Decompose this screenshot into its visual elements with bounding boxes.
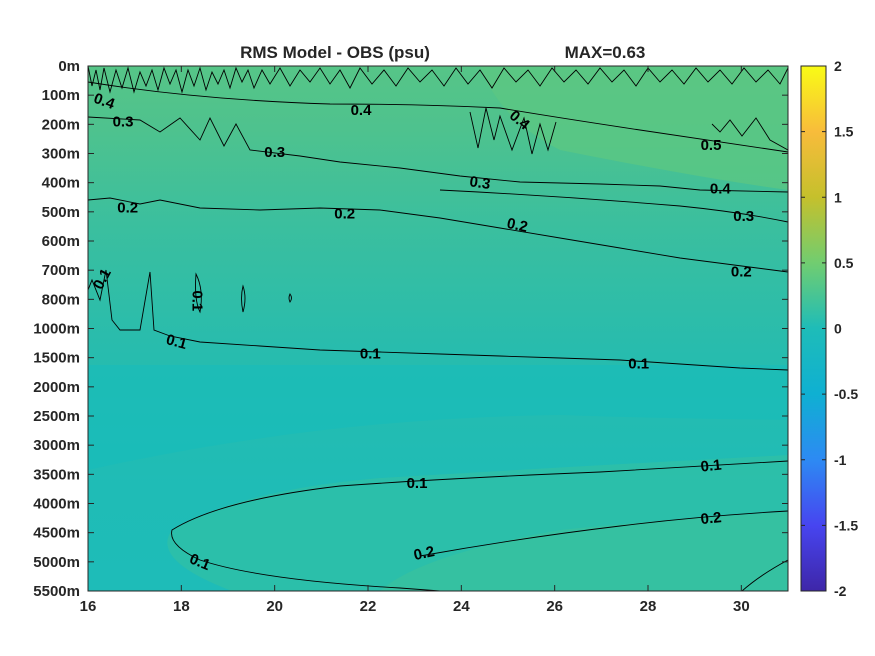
y-tick-label: 3000m	[33, 437, 80, 454]
y-axis: 0m 100m 200m 300m 400m 500m 600m 700m 800m 1000m 1…	[33, 58, 788, 600]
contour-0.2-upper	[88, 197, 788, 273]
contour-label: 0.2	[117, 199, 138, 216]
max-value-label: MAX=0.63	[565, 43, 646, 62]
y-tick-label: 2000m	[33, 379, 80, 396]
contour-0.5-closed	[711, 117, 788, 151]
colorbar-tick-label: 0	[834, 321, 842, 337]
colorbar-tick-label: 2	[834, 58, 842, 74]
y-tick-label: 100m	[42, 87, 80, 104]
chart-title: RMS Model - OBS (psu)	[240, 43, 430, 62]
y-tick-label: 5000m	[33, 554, 80, 571]
y-tick-label: 700m	[42, 262, 80, 279]
x-tick-label: 24	[453, 598, 470, 615]
contour-0.2-deep	[419, 510, 788, 557]
deep-core-patch	[380, 512, 788, 591]
contour-label: 0.3	[468, 173, 491, 193]
y-tick-label: 600m	[42, 233, 80, 250]
contour-label: 0.4	[91, 90, 117, 113]
plot-area: 0.40.30.4 0.40.30.30.50.40.30.2 0.20.20.20…	[88, 66, 788, 591]
colorbar-tick-label: -0.5	[834, 386, 858, 402]
y-tick-label: 500m	[42, 204, 80, 221]
x-tick-label: 18	[173, 598, 190, 615]
contour-top-jagged	[88, 66, 788, 94]
contour-0.1-island-c	[288, 293, 292, 303]
contour-label: 0.1	[700, 457, 723, 476]
deep-low-band	[88, 365, 788, 470]
y-tick-label: 0m	[58, 58, 80, 75]
x-tick-label: 30	[733, 598, 750, 615]
contour-corner	[741, 559, 788, 591]
contour-0.3-upper	[88, 116, 788, 193]
contour-0.1-island-b	[241, 284, 246, 313]
contour-label: 0.1	[189, 290, 206, 311]
colorbar-tick-label: 1.5	[834, 124, 854, 140]
contour-label: 0.3	[733, 208, 754, 225]
contour-label: 0.1	[628, 356, 649, 373]
y-tick-label: 1500m	[33, 350, 80, 367]
x-tick-label: 20	[266, 598, 283, 615]
contour-label: 0.2	[412, 543, 436, 564]
y-tick-label: 4000m	[33, 496, 80, 513]
x-tick-label: 16	[80, 598, 97, 615]
contour-lines	[88, 66, 788, 591]
contour-label: 0.2	[334, 205, 355, 222]
y-tick-label: 800m	[42, 291, 80, 308]
contour-label: 0.4	[351, 102, 373, 119]
contour-0.4-upper	[88, 81, 788, 153]
y-tick-label: 1000m	[33, 321, 80, 338]
y-tick-label: 2500m	[33, 408, 80, 425]
contour-label: 0.1	[187, 551, 213, 575]
x-tick-label: 26	[546, 598, 563, 615]
x-tick-label: 22	[360, 598, 377, 615]
contour-0.3-lower	[439, 189, 788, 223]
contour-label: 0.2	[505, 215, 529, 236]
contour-label: 0.2	[700, 509, 723, 528]
contour-label: 0.4	[710, 181, 732, 198]
contour-label: 0.1	[360, 345, 381, 362]
x-axis: 16 18 20 22 24 26 28 30	[80, 66, 750, 615]
colorbar-tick-label: -1	[834, 452, 847, 468]
contour-labels: 0.40.30.4 0.40.30.30.50.40.30.2 0.20.20.20…	[90, 90, 754, 574]
colorbar	[800, 65, 827, 592]
colorbar-tick-label: 1	[834, 189, 842, 205]
y-tick-label: 300m	[42, 146, 80, 163]
y-tick-label: 3500m	[33, 466, 80, 483]
contour-jagged-mid	[469, 107, 557, 155]
contour-label: 0.3	[264, 144, 285, 161]
contour-0.1-island-a	[195, 272, 202, 314]
y-tick-label: 400m	[42, 175, 80, 192]
contour-0.1-deep	[171, 460, 788, 591]
y-tick-label: 200m	[42, 116, 80, 133]
upper-right-high-patch	[480, 66, 788, 190]
y-tick-label: 4500m	[33, 525, 80, 542]
contour-0.1-left	[88, 269, 788, 371]
contour-label: 0.5	[701, 137, 722, 154]
x-tick-label: 28	[640, 598, 657, 615]
colorbar-axis: 2 1.5 1 0.5 0 -0.5 -1 -1.5 -2	[801, 58, 858, 599]
colorbar-tick-label: -1.5	[834, 517, 858, 533]
contour-label: 0.1	[407, 475, 428, 492]
contour-label: 0.1	[164, 331, 189, 353]
colorbar-tick-label: -2	[834, 583, 847, 599]
colorbar-tick-label: 0.5	[834, 255, 854, 271]
contour-label: 0.3	[113, 113, 134, 130]
y-tick-label: 5500m	[33, 583, 80, 600]
contour-label: 0.2	[731, 264, 752, 281]
